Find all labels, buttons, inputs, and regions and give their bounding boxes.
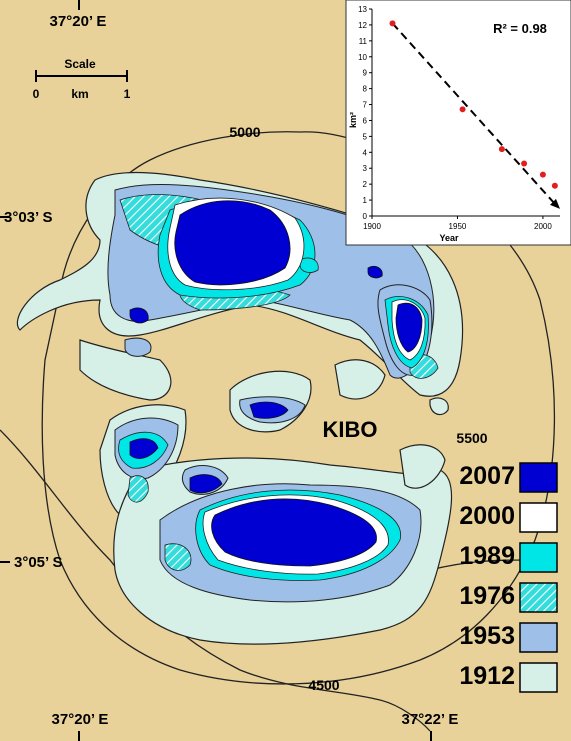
- inset-chart-marks: [389, 20, 560, 209]
- inset-ytick-label: 0: [363, 212, 368, 221]
- legend-swatch-1953: [519, 622, 558, 653]
- inset-xlabel: Year: [439, 233, 459, 243]
- data-point: [459, 106, 466, 113]
- contour-label-4500: 4500: [308, 677, 339, 693]
- contour-4500: [0, 429, 431, 732]
- legend-year-1976: 1976: [459, 582, 515, 610]
- inset-ytick-label: 2: [363, 180, 368, 189]
- data-point: [551, 182, 558, 189]
- contour-label-5000: 5000: [229, 124, 260, 140]
- scale-left: 0: [33, 87, 40, 101]
- legend: 2007 2000 1989 1976 1953 1912: [459, 462, 558, 693]
- contour-label-5500: 5500: [456, 430, 487, 446]
- inset-ytick-label: 11: [359, 37, 368, 46]
- inset-ytick-label: 1: [363, 196, 368, 205]
- inset-ytick-label: 9: [363, 69, 368, 78]
- legend-swatch-1976: [519, 582, 558, 613]
- legend-year-2000: 2000: [459, 502, 515, 530]
- legend-year-1912: 1912: [459, 662, 515, 690]
- top-lon-label: 37°20’ E: [50, 13, 107, 30]
- trend-line: [391, 22, 555, 204]
- data-point: [498, 146, 505, 153]
- inset-ytick-label: 10: [358, 53, 367, 62]
- inset-xtick-label: 2000: [534, 222, 552, 231]
- inset-ytick-label: 13: [358, 5, 367, 14]
- scale-bar: Scale 0 km 1: [33, 57, 131, 101]
- data-point: [521, 160, 528, 167]
- r-squared-annotation: R² = 0.98: [493, 21, 547, 36]
- lat-north-label: 3°03’ S: [4, 209, 53, 226]
- bottom-lon-right-label: 37°22’ E: [402, 711, 459, 728]
- scale-unit: km: [71, 87, 88, 101]
- place-label-kibo: KIBO: [323, 417, 378, 442]
- data-point: [389, 20, 396, 27]
- inset-ytick-label: 5: [363, 132, 368, 141]
- inset-xtick-label: 1900: [363, 222, 381, 231]
- trend-arrowhead: [550, 198, 560, 209]
- inset-ytick-label: 6: [363, 116, 368, 125]
- inset-ytick-label: 4: [363, 148, 368, 157]
- legend-year-1953: 1953: [459, 622, 515, 650]
- inset-chart-background: [345, 0, 571, 246]
- lat-south-label: 3°05’ S: [14, 554, 63, 571]
- scale-title: Scale: [64, 57, 96, 71]
- inset-ytick-label: 8: [363, 85, 368, 94]
- data-point: [539, 171, 546, 178]
- inset-xtick-label: 1950: [449, 222, 467, 231]
- legend-year-1989: 1989: [459, 542, 515, 570]
- legend-year-2007: 2007: [459, 462, 515, 490]
- legend-swatch-2007: [519, 462, 558, 493]
- legend-swatch-2000: [519, 502, 558, 533]
- inset-ytick-label: 7: [363, 101, 368, 110]
- scale-right: 1: [124, 87, 131, 101]
- inset-ylabel: km²: [348, 112, 358, 128]
- bottom-lon-left-label: 37°20’ E: [52, 711, 109, 728]
- legend-swatch-1989: [519, 542, 558, 573]
- inset-ytick-label: 12: [358, 21, 367, 30]
- inset-ytick-label: 3: [363, 164, 368, 173]
- ice-extent-2007: [129, 200, 423, 567]
- legend-swatch-1912: [519, 662, 558, 693]
